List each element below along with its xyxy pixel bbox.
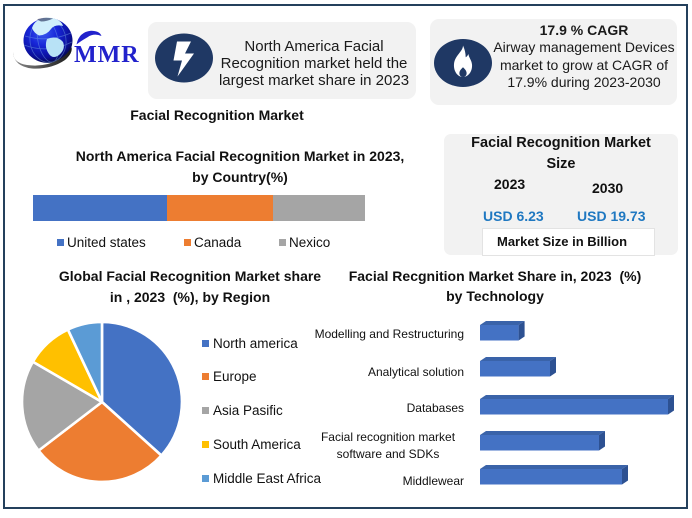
- svg-text:MMR: MMR: [74, 42, 140, 68]
